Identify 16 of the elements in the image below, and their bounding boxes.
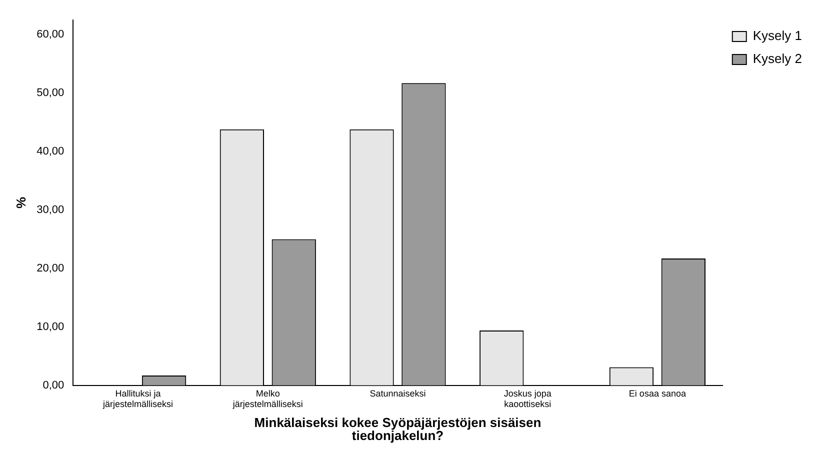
x-tick-label: Ei osaa sanoa bbox=[628, 388, 686, 398]
y-tick-label: 10,00 bbox=[36, 320, 64, 333]
x-tick-label: Joskus jopa kaoottiseksi bbox=[504, 388, 552, 410]
legend-label: Kysely 1 bbox=[752, 28, 802, 44]
legend-label: Kysely 2 bbox=[752, 51, 802, 66]
x-tick-label: Melko järjestelmälliseksi bbox=[232, 388, 303, 410]
x-tick-label: Hallituksi ja järjestelmälliseksi bbox=[102, 388, 174, 410]
y-tick-label: 40,00 bbox=[36, 146, 64, 158]
y-tick-label: 20,00 bbox=[36, 262, 64, 275]
x-axis-title: Minkälaiseksi kokee Syöpäjärjestöjen sisäisen tiedonjakelun? bbox=[254, 415, 542, 444]
y-tick-label: 0,00 bbox=[42, 379, 64, 392]
y-tick-label: 50,00 bbox=[36, 87, 64, 100]
y-axis-title: % bbox=[13, 196, 28, 208]
y-tick-label: 60,00 bbox=[36, 28, 64, 41]
y-tick-label: 30,00 bbox=[36, 204, 64, 216]
x-tick-label: Satunnaiseksi bbox=[370, 388, 426, 398]
